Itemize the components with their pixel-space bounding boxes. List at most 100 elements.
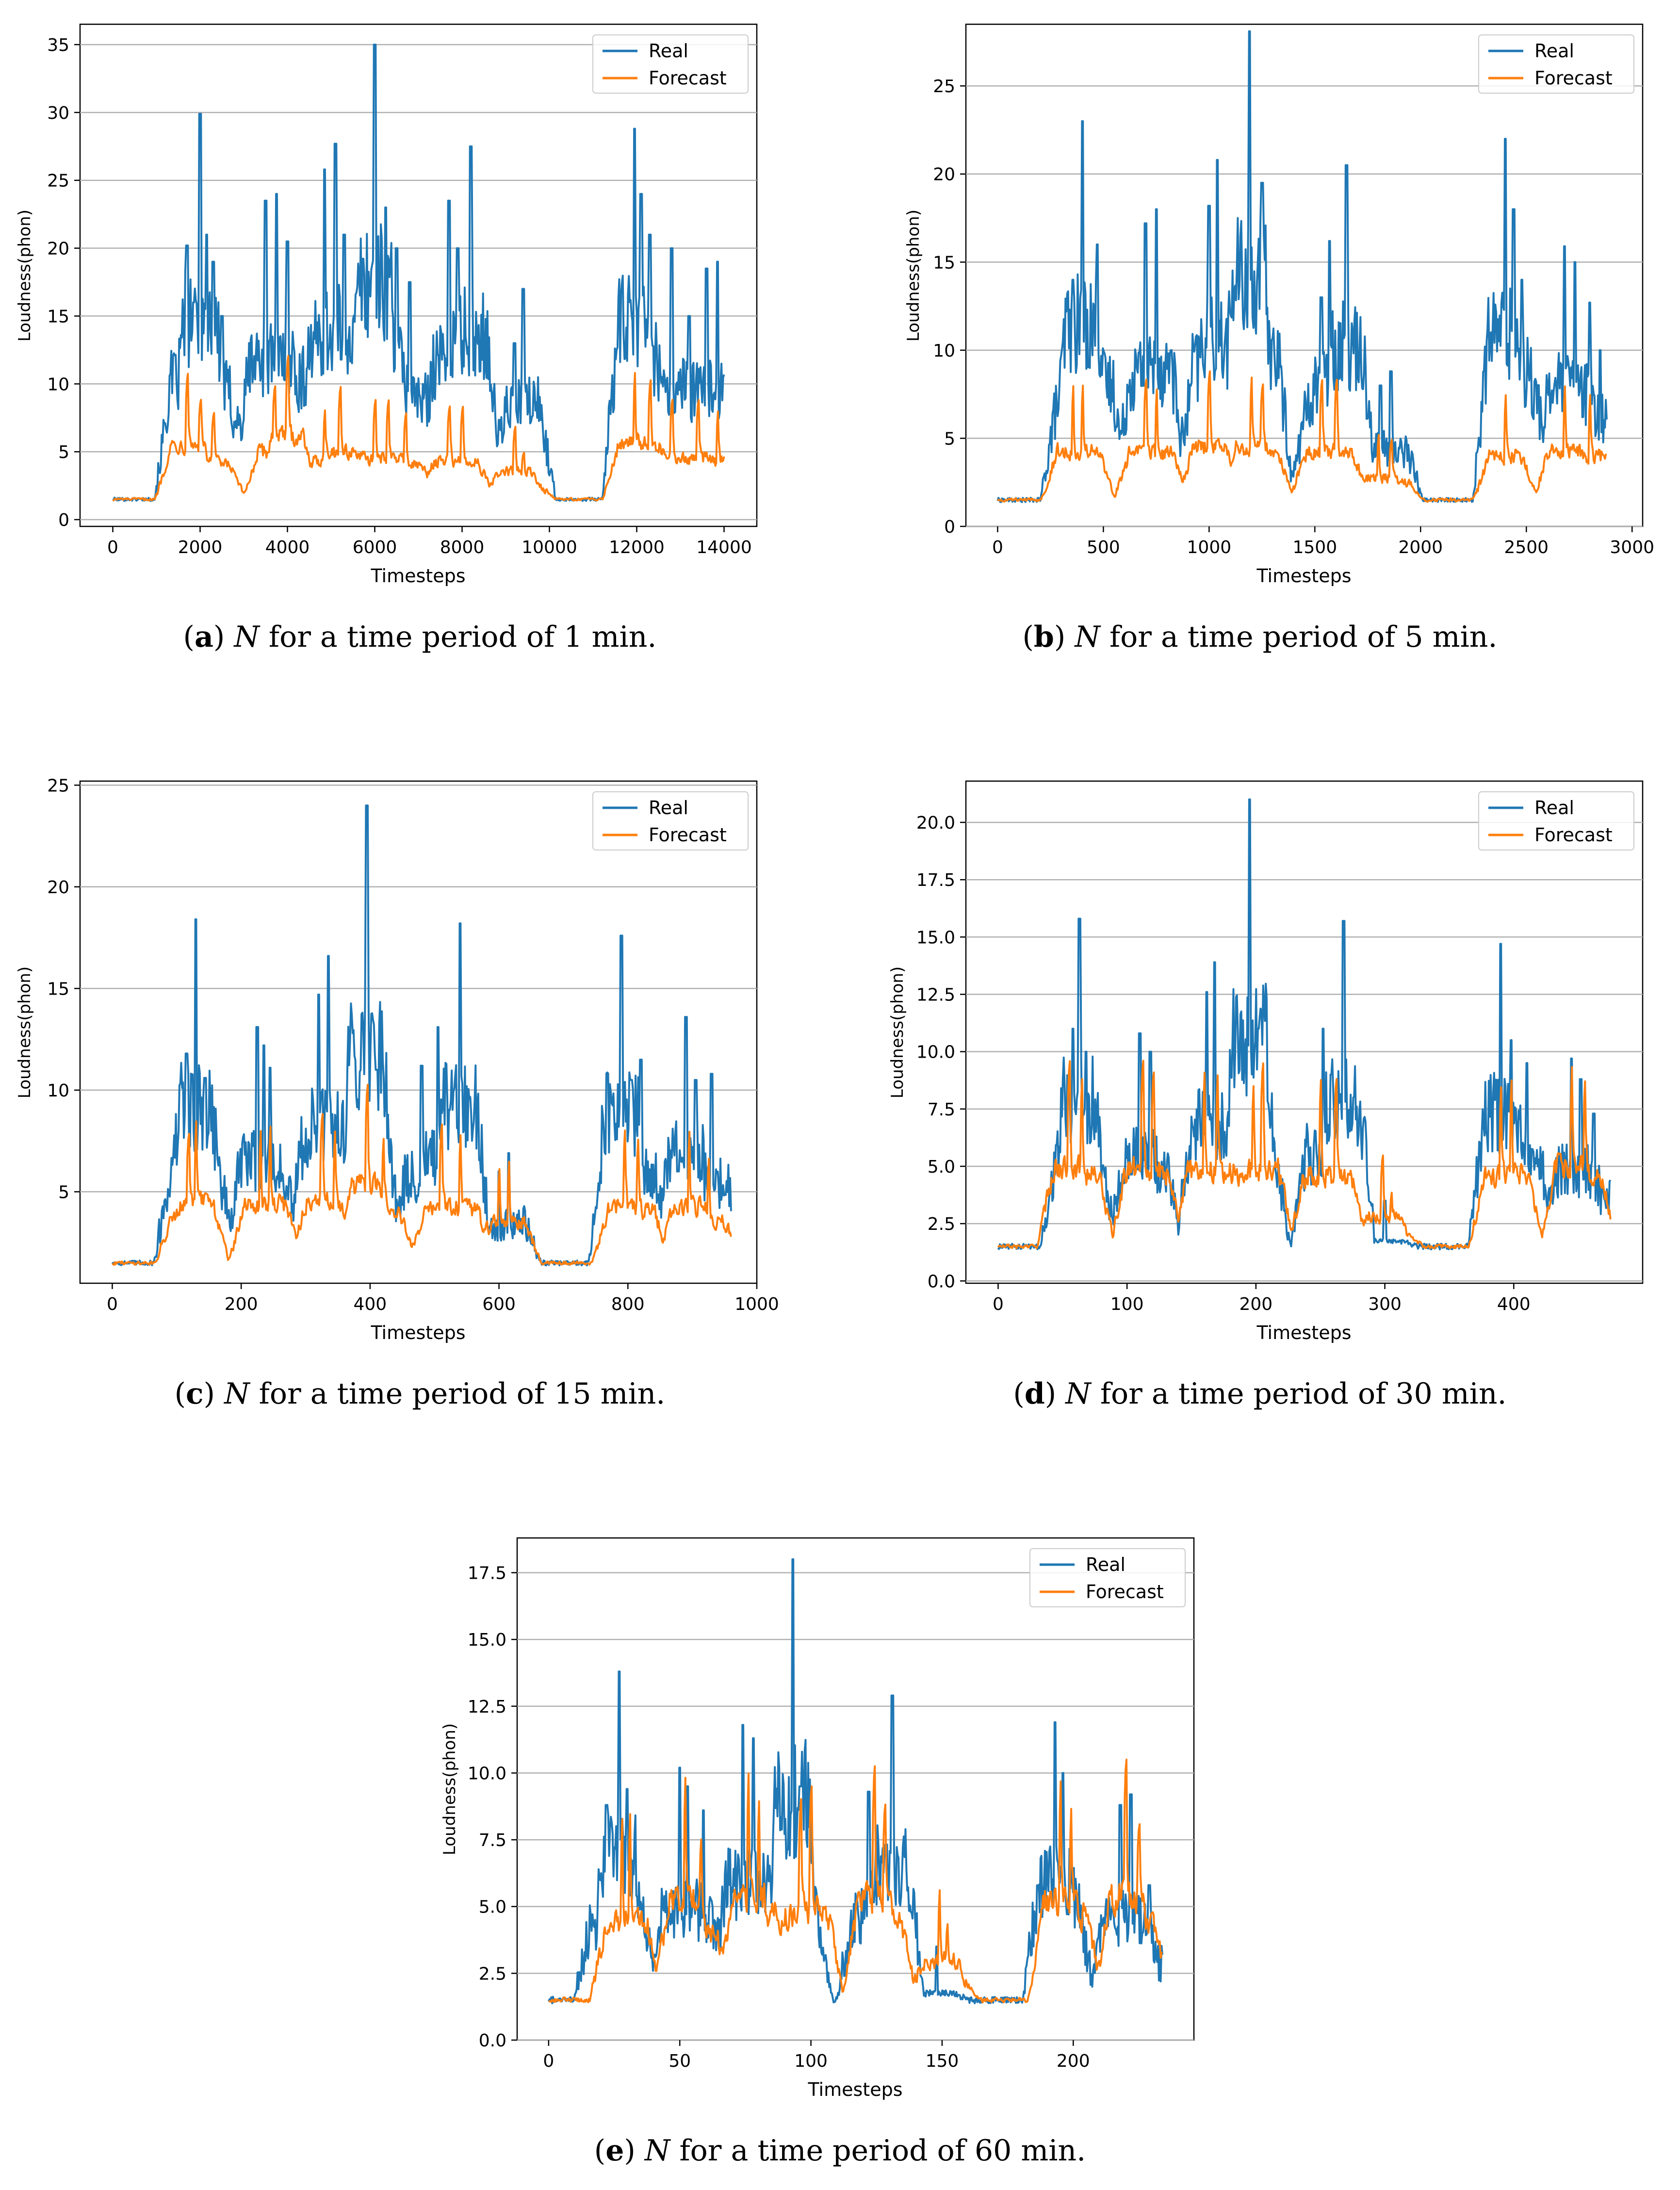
line-real <box>996 30 1608 503</box>
x-tick-label: 200 <box>1057 2051 1090 2071</box>
y-tick-label: 17.5 <box>916 870 955 890</box>
series-forecast <box>112 355 725 502</box>
plot-area-frame <box>965 23 1644 527</box>
y-tick-label: 25 <box>47 171 69 191</box>
x-axis-label: Timesteps <box>371 565 466 587</box>
y-axis-label: Loudness(phon) <box>440 1723 459 1855</box>
y-axis-ticks: 0.0 2.5 5.0 7.5 10.0 12.5 15.0 17.5 20.0 <box>916 813 966 1291</box>
x-axis-ticks: 0 50 100 150 200 <box>543 2040 1090 2071</box>
series-real <box>112 44 725 502</box>
gridlines <box>966 821 1643 1282</box>
y-tick-label: 10.0 <box>468 1764 506 1783</box>
y-tick-label: 0.0 <box>928 1272 955 1291</box>
x-tick-label: 8000 <box>440 538 485 557</box>
x-tick-label: 2000 <box>178 538 223 557</box>
caption-d: (d) N for a time period of 30 min. <box>1013 1377 1507 1411</box>
y-tick-label: 10 <box>47 375 69 394</box>
x-tick-label: 3000 <box>1610 538 1654 557</box>
y-tick-label: 12.5 <box>916 985 955 1005</box>
plot-area-frame <box>965 780 1644 1284</box>
x-tick-label: 1000 <box>1187 538 1232 557</box>
legend-forecast-label: Forecast <box>1086 1581 1164 1602</box>
y-axis-label: Loudness(phon) <box>15 966 34 1098</box>
x-tick-label: 200 <box>1239 1294 1272 1314</box>
x-tick-label: 0 <box>992 538 1003 557</box>
y-tick-label: 5 <box>58 442 69 462</box>
caption-a: (a) N for a time period of 1 min. <box>183 620 657 654</box>
legend-forecast-label: Forecast <box>1534 67 1613 89</box>
legend-real-label: Real <box>649 40 688 62</box>
x-axis-ticks: 0 500 1000 1500 2000 2500 3000 <box>992 526 1654 557</box>
y-tick-label: 25 <box>933 77 955 97</box>
line-real <box>112 44 725 502</box>
plot-area-frame <box>79 23 758 527</box>
y-tick-label: 15 <box>47 307 69 327</box>
x-tick-label: 300 <box>1368 1294 1402 1314</box>
series-real <box>997 798 1612 1251</box>
x-tick-label: 200 <box>225 1294 258 1314</box>
y-axis-ticks: 0.0 2.5 5.0 7.5 10.0 12.5 15.0 17.5 <box>468 1564 517 2051</box>
y-tick-label: 5 <box>58 1182 69 1202</box>
series-forecast <box>997 370 1607 503</box>
y-tick-label: 0.0 <box>479 2031 506 2051</box>
y-axis-label: Loudness(phon) <box>888 966 907 1098</box>
y-tick-label: 17.5 <box>468 1564 506 1584</box>
y-tick-label: 15 <box>47 979 69 999</box>
line-forecast <box>112 1083 732 1266</box>
x-tick-label: 400 <box>353 1294 387 1314</box>
line-real <box>111 804 732 1267</box>
x-tick-label: 150 <box>926 2051 959 2071</box>
legend-real-label: Real <box>1534 40 1574 62</box>
x-tick-label: 4000 <box>265 538 310 557</box>
x-tick-label: 0 <box>543 2051 554 2071</box>
legend: Real Forecast <box>592 34 749 94</box>
x-tick-label: 0 <box>107 538 118 557</box>
x-tick-label: 1000 <box>734 1294 779 1314</box>
series-real <box>996 30 1608 503</box>
x-tick-label: 600 <box>482 1294 516 1314</box>
line-forecast <box>997 1060 1612 1249</box>
chart-panel-a: 0 2000 4000 6000 8000 10000 12000 14000 0 5 10 15 2… <box>15 23 758 587</box>
y-tick-label: 20 <box>47 878 69 898</box>
caption-e: (e) N for a time period of 60 min. <box>594 2134 1086 2168</box>
y-tick-label: 10 <box>933 341 955 361</box>
legend: Real Forecast <box>1029 1548 1186 1607</box>
chart-panel-c: 0 200 400 600 800 1000 5 10 15 20 25 Timesteps Lo… <box>15 776 779 1343</box>
y-tick-label: 2.5 <box>479 1964 506 1984</box>
x-tick-label: 1500 <box>1292 538 1337 557</box>
legend-forecast-label: Forecast <box>1534 824 1613 846</box>
line-real <box>548 1558 1164 2005</box>
plot-area-frame <box>79 780 758 1284</box>
series-forecast <box>997 1060 1612 1249</box>
legend-real-label: Real <box>1086 1554 1125 1575</box>
line-real <box>997 798 1612 1251</box>
x-tick-label: 0 <box>107 1294 118 1314</box>
y-tick-label: 15.0 <box>916 928 955 948</box>
legend-real-label: Real <box>1534 797 1574 818</box>
y-tick-label: 5.0 <box>479 1897 506 1917</box>
x-tick-label: 2000 <box>1398 538 1443 557</box>
legend-real-label: Real <box>649 797 688 818</box>
legend: Real Forecast <box>1478 34 1634 94</box>
series-forecast <box>548 1758 1163 2004</box>
chart-panel-e: 0 50 100 150 200 0.0 2.5 5.0 7.5 10.0 12.5 15.0 17.… <box>440 1537 1195 2100</box>
y-axis-label: Loudness(phon) <box>904 210 923 342</box>
y-tick-label: 5 <box>944 429 955 449</box>
x-axis-label: Timesteps <box>1256 1322 1352 1343</box>
series-real <box>111 804 732 1267</box>
y-tick-label: 10 <box>47 1081 69 1101</box>
line-forecast <box>997 370 1607 503</box>
x-tick-label: 2500 <box>1504 538 1549 557</box>
y-tick-label: 2.5 <box>928 1214 955 1234</box>
x-tick-label: 100 <box>1110 1294 1144 1314</box>
x-tick-label: 10000 <box>522 538 577 557</box>
x-axis-label: Timesteps <box>808 2079 903 2100</box>
y-tick-label: 20 <box>933 165 955 185</box>
y-axis-ticks: 0 5 10 15 20 25 30 35 <box>47 35 80 530</box>
y-tick-label: 12.5 <box>468 1697 506 1717</box>
y-tick-label: 15.0 <box>468 1630 506 1650</box>
y-tick-label: 7.5 <box>928 1100 955 1120</box>
y-tick-label: 0 <box>944 517 955 537</box>
y-axis-ticks: 0 5 10 15 20 25 <box>933 77 966 537</box>
legend: Real Forecast <box>1478 791 1634 850</box>
